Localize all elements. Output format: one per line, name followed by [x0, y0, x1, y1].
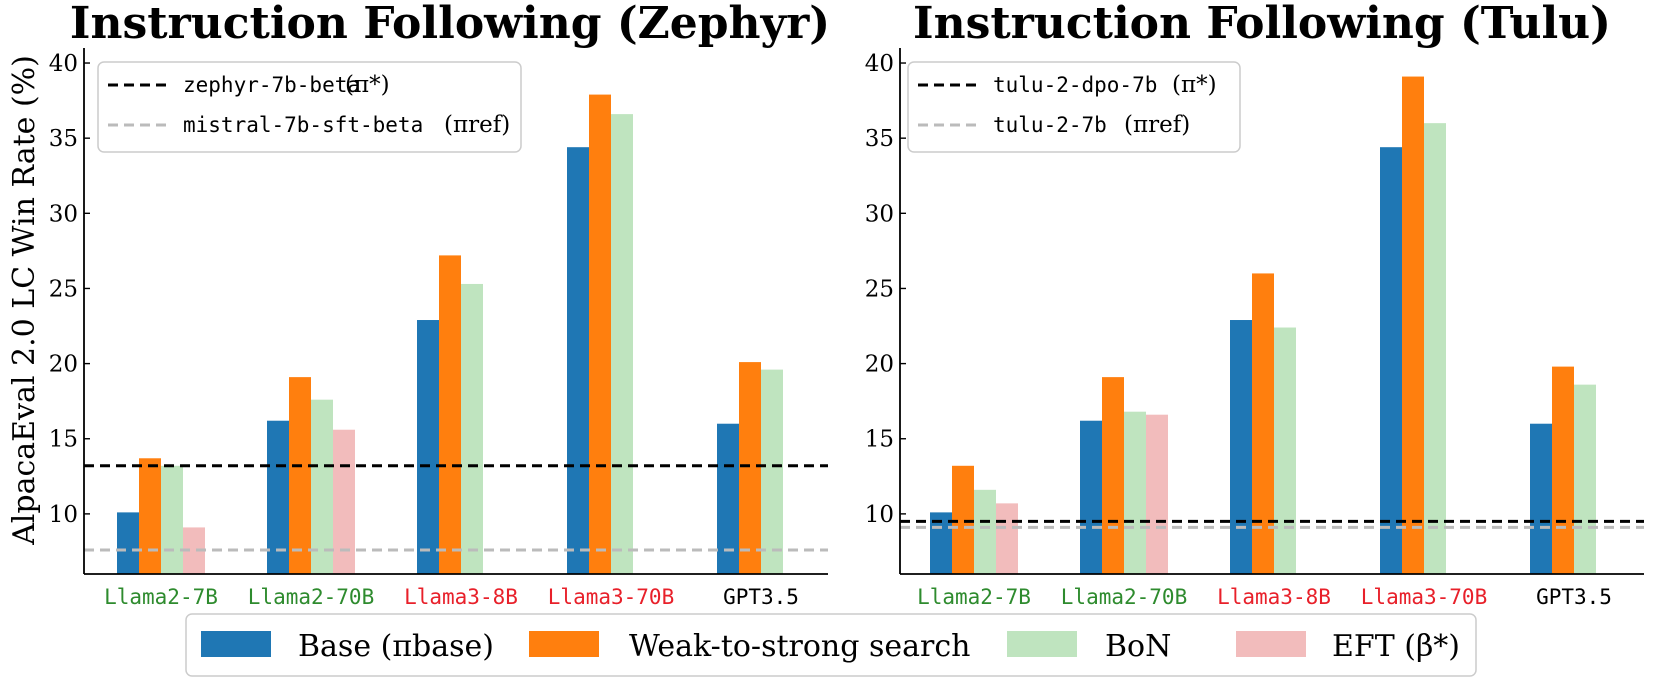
- bar-weak-to-strong-search-gpt3.5: [1552, 366, 1574, 574]
- bar-weak-to-strong-search-llama3-8b: [1252, 273, 1274, 574]
- x-tick-label: GPT3.5: [723, 585, 799, 609]
- legend-label-bon: BoN: [1105, 629, 1171, 664]
- reference-lines: [900, 519, 1644, 529]
- bar-base-gpt3.5: [1530, 423, 1552, 574]
- axes: Llama2-7B Llama2-70B Llama3-8B Llama3-70B GP…: [49, 48, 828, 609]
- inner-legend-frame: [907, 61, 1241, 153]
- bar-bon-llama3-70b: [1424, 123, 1446, 575]
- y-tick-label: 40: [865, 51, 894, 77]
- bar-bon-llama2-7b: [161, 465, 183, 574]
- inner-legend: tulu-2-dpo-7b (π*) tulu-2-7b (πref): [907, 61, 1241, 153]
- bar-weak-to-strong-search-llama2-70b: [289, 377, 311, 574]
- y-tick-label: 30: [49, 201, 78, 227]
- legend-label-base: Base (πbase): [298, 629, 494, 664]
- legend-ref-label: tulu-2-7b: [993, 113, 1107, 137]
- bars: [930, 76, 1596, 575]
- legend-target-label: tulu-2-dpo-7b: [993, 73, 1157, 97]
- bar-base-llama3-8b: [417, 320, 439, 574]
- bar-eft-llama2-70b: [333, 429, 355, 574]
- bar-base-llama2-70b: [1080, 420, 1102, 574]
- legend-swatch-w2s: [529, 631, 599, 657]
- bar-weak-to-strong-search-gpt3.5: [739, 362, 761, 574]
- x-tick-label: Llama2-7B: [917, 585, 1031, 609]
- bar-eft-llama2-70b: [1146, 414, 1168, 574]
- legend-swatch-eft: [1236, 631, 1306, 657]
- axes: Llama2-7B Llama2-70B Llama3-8B Llama3-70B GP…: [865, 48, 1644, 609]
- y-axis-label: AlpacaEval 2.0 LC Win Rate (%): [7, 55, 42, 546]
- reference-lines: [84, 464, 828, 552]
- bar-base-gpt3.5: [717, 423, 739, 574]
- legend-ref-symbol: (πref): [444, 112, 510, 138]
- bar-bon-llama3-70b: [611, 114, 633, 574]
- y-tick-label: 25: [49, 276, 78, 302]
- legend-target-symbol: (π*): [345, 72, 390, 98]
- y-tick-label: 40: [49, 51, 78, 77]
- bars: [117, 94, 783, 575]
- legend-label-w2s: Weak-to-strong search: [629, 629, 970, 664]
- bar-bon-gpt3.5: [761, 369, 783, 574]
- legend-swatch-bon: [1007, 631, 1077, 657]
- bar-bon-llama3-8b: [1274, 327, 1296, 574]
- y-tick-label: 25: [865, 276, 894, 302]
- bar-bon-llama3-8b: [461, 283, 483, 574]
- bar-base-llama3-70b: [1380, 147, 1402, 574]
- bar-weak-to-strong-search-llama2-7b: [952, 465, 974, 574]
- bar-bon-llama2-70b: [311, 399, 333, 574]
- x-tick-label: Llama2-7B: [104, 585, 218, 609]
- legend-ref-symbol: (πref): [1124, 112, 1190, 138]
- bar-base-llama3-70b: [567, 147, 589, 574]
- legend-ref-label: mistral-7b-sft-beta: [183, 113, 423, 137]
- y-tick-label: 30: [865, 201, 894, 227]
- bar-weak-to-strong-search-llama3-70b: [1402, 76, 1424, 574]
- bar-weak-to-strong-search-llama2-7b: [139, 458, 161, 574]
- bar-weak-to-strong-search-llama2-70b: [1102, 377, 1124, 574]
- bar-weak-to-strong-search-llama3-70b: [589, 94, 611, 575]
- inner-legend: zephyr-7b-beta (π*) mistral-7b-sft-beta …: [97, 61, 522, 153]
- x-tick-label: Llama3-70B: [548, 585, 674, 609]
- chart-title: Instruction Following (Zephyr): [70, 0, 830, 49]
- y-tick-label: 20: [49, 352, 78, 378]
- inner-legend-frame: [97, 61, 522, 153]
- panel-tulu: Instruction Following (Tulu) Llama2-7B Ll…: [865, 0, 1644, 609]
- x-tick-label: Llama3-8B: [404, 585, 518, 609]
- x-tick-label: Llama2-70B: [248, 585, 374, 609]
- legend-target-symbol: (π*): [1172, 72, 1217, 98]
- x-tick-label: GPT3.5: [1536, 585, 1612, 609]
- chart-title: Instruction Following (Tulu): [913, 0, 1611, 49]
- x-tick-label: Llama2-70B: [1061, 585, 1187, 609]
- bar-bon-gpt3.5: [1574, 384, 1596, 574]
- legend-label-eft: EFT (β*): [1332, 629, 1460, 664]
- bar-base-llama2-70b: [267, 420, 289, 574]
- bottom-legend-frame: [185, 613, 1477, 677]
- bar-eft-llama2-7b: [183, 527, 205, 574]
- y-tick-label: 35: [49, 126, 78, 152]
- bottom-legend: Base (πbase) Weak-to-strong search BoN E…: [185, 613, 1477, 677]
- y-tick-label: 20: [865, 352, 894, 378]
- x-tick-label: Llama3-8B: [1217, 585, 1331, 609]
- y-tick-label: 15: [865, 427, 894, 453]
- y-tick-label: 35: [865, 126, 894, 152]
- y-tick-label: 15: [49, 427, 78, 453]
- y-tick-label: 10: [865, 502, 894, 528]
- x-tick-label: Llama3-70B: [1361, 585, 1487, 609]
- bar-bon-llama2-7b: [974, 489, 996, 574]
- bar-eft-llama2-7b: [996, 503, 1018, 574]
- bar-bon-llama2-70b: [1124, 411, 1146, 574]
- legend-target-label: zephyr-7b-beta: [183, 73, 360, 97]
- bar-weak-to-strong-search-llama3-8b: [439, 255, 461, 574]
- legend-swatch-base: [201, 631, 271, 657]
- y-tick-label: 10: [49, 502, 78, 528]
- panel-zephyr: Instruction Following (Zephyr) AlpacaEva…: [7, 0, 830, 609]
- bar-base-llama3-8b: [1230, 320, 1252, 574]
- bar-base-llama2-7b: [117, 512, 139, 574]
